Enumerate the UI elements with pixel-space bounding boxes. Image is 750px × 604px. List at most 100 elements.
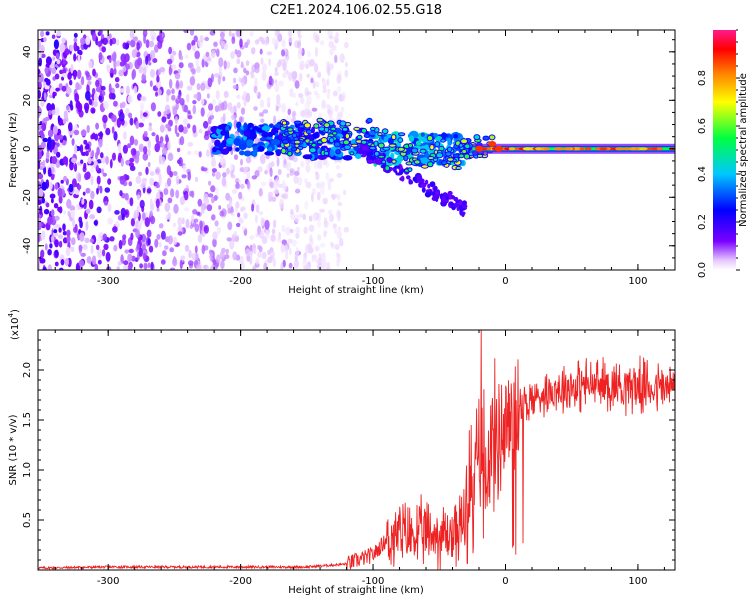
spectrogram-noise-cell	[109, 159, 113, 169]
spectrogram-noise-cell	[325, 266, 331, 270]
spectrogram-noise-cell	[50, 235, 55, 243]
spectrogram-noise-cell	[184, 244, 190, 252]
spectrogram-noise-cell	[189, 30, 195, 36]
spectrogram-noise-cell	[157, 40, 163, 50]
spectrogram-noise-cell	[62, 59, 67, 65]
spectrogram-noise-cell	[181, 174, 187, 179]
spectrogram-noise-cell	[197, 198, 203, 207]
spectrogram-noise-cell	[334, 54, 338, 64]
spectrogram-noise-cell	[105, 127, 111, 136]
spectrogram-noise-cell	[122, 234, 127, 240]
spectrogram-noise-cell	[117, 261, 122, 266]
spectrogram-noise-cell	[46, 140, 52, 151]
spectrogram-noise-cell	[336, 172, 343, 178]
spectrogram-noise-cell	[142, 152, 149, 161]
spectrogram-noise-cell	[38, 90, 41, 99]
spectrogram-noise-cell	[38, 130, 44, 137]
spectrogram-branch-cell	[416, 174, 422, 181]
spectrogram-noise-cell	[330, 241, 334, 247]
spectrogram-noise-cell	[336, 74, 342, 84]
spectrogram-noise-cell	[166, 89, 172, 96]
spectrogram-noise-cell	[143, 252, 147, 261]
spectrogram-noise-cell	[138, 122, 144, 128]
spectrogram-noise-cell	[295, 232, 300, 239]
spectrogram-noise-cell	[54, 182, 59, 190]
spectrogram-signal-cell	[264, 151, 275, 156]
colorbar-label: Normalized spectral amplitude	[738, 73, 749, 227]
spectrogram-bright-cell	[291, 146, 298, 152]
spectrogram-noise-cell	[170, 188, 175, 198]
spectrogram-noise-cell	[69, 79, 73, 86]
spectrogram-branch-cell	[424, 191, 432, 198]
spectrogram-noise-cell	[50, 139, 56, 149]
spectrogram-noise-cell	[53, 203, 59, 209]
spectrogram-noise-cell	[216, 226, 221, 235]
spectrogram-noise-cell	[236, 101, 241, 109]
spectrogram-noise-cell	[307, 111, 313, 116]
spectrogram-branch-cell	[427, 183, 431, 189]
spectrogram-noise-cell	[196, 91, 202, 102]
spectrogram-noise-cell	[123, 131, 127, 140]
spectrogram-noise-cell	[47, 129, 54, 138]
spectrogram-noise-cell	[38, 233, 41, 243]
spectrogram-signal-cell	[415, 140, 422, 146]
spectrogram-noise-cell	[107, 178, 112, 185]
spectrogram-noise-cell	[191, 252, 197, 261]
spectrogram-noise-cell	[52, 56, 56, 61]
spectrogram-noise-cell	[294, 214, 300, 223]
spectrogram-noise-cell	[243, 67, 247, 74]
spectrogram-noise-cell	[204, 36, 210, 42]
spectrogram-noise-cell	[220, 31, 225, 39]
spectrogram-signal-cell	[233, 138, 242, 146]
spectrogram-noise-cell	[304, 200, 309, 210]
spectrogram-noise-cell	[274, 66, 278, 73]
spectrogram-noise-cell	[211, 214, 216, 221]
spectrogram-noise-cell	[235, 30, 241, 37]
spectrogram-noise-cell	[254, 39, 260, 45]
spectrogram-bright-cell	[353, 126, 361, 131]
spectrogram-noise-cell	[343, 226, 349, 233]
spectrogram-noise-cell	[245, 156, 252, 164]
spectrogram-noise-cell	[127, 94, 133, 104]
spectrogram-noise-cell	[323, 230, 327, 238]
spectrogram-noise-cell	[54, 239, 59, 248]
spectrogram-noise-cell	[42, 137, 48, 143]
spectrogram-noise-cell	[207, 193, 214, 198]
spectrogram-noise-cell	[258, 188, 263, 197]
spectrogram-noise-cell	[312, 187, 316, 195]
spectrogram-noise-cell	[58, 227, 62, 233]
spectrogram-noise-cell	[40, 99, 45, 107]
spectrogram-noise-cell	[96, 206, 102, 214]
spectrogram-noise-cell	[185, 93, 190, 103]
spectrogram-noise-cell	[233, 105, 237, 115]
spectrogram-bright-cell	[411, 147, 419, 154]
spectrogram-noise-cell	[253, 106, 258, 111]
spectrogram-noise-cell	[240, 183, 245, 190]
spectrogram-noise-cell	[200, 97, 205, 106]
spectrogram-noise-cell	[307, 50, 311, 58]
spectrogram-noise-cell	[337, 226, 342, 231]
spectrogram-noise-cell	[68, 183, 74, 193]
spectrogram-noise-cell	[237, 212, 241, 218]
spectrogram-noise-cell	[141, 73, 147, 83]
spectrogram-noise-cell	[266, 51, 273, 56]
spectrogram-noise-cell	[38, 188, 44, 198]
spectrogram-noise-cell	[192, 100, 197, 105]
spectrogram-noise-cell	[215, 171, 221, 180]
spectrogram-noise-cell	[78, 244, 83, 251]
spectrogram-noise-cell	[221, 176, 227, 187]
spectrogram-noise-cell	[56, 30, 62, 37]
spectrogram-noise-cell	[209, 252, 213, 262]
spectrogram-bright-cell	[455, 165, 462, 171]
spectrogram-branch-cell	[386, 158, 392, 163]
spectrogram-noise-cell	[149, 69, 156, 78]
spectrogram-bright-cell	[381, 159, 387, 165]
spectrogram-noise-cell	[88, 98, 93, 106]
spectrogram-noise-cell	[121, 101, 126, 108]
spectrogram-noise-cell	[60, 259, 65, 266]
spectrogram-noise-cell	[243, 212, 248, 219]
spectrogram-noise-cell	[309, 234, 313, 243]
spectrogram-bright-cell	[427, 161, 434, 168]
spectrogram-noise-cell	[294, 80, 300, 89]
spectrogram-noise-cell	[239, 116, 243, 123]
